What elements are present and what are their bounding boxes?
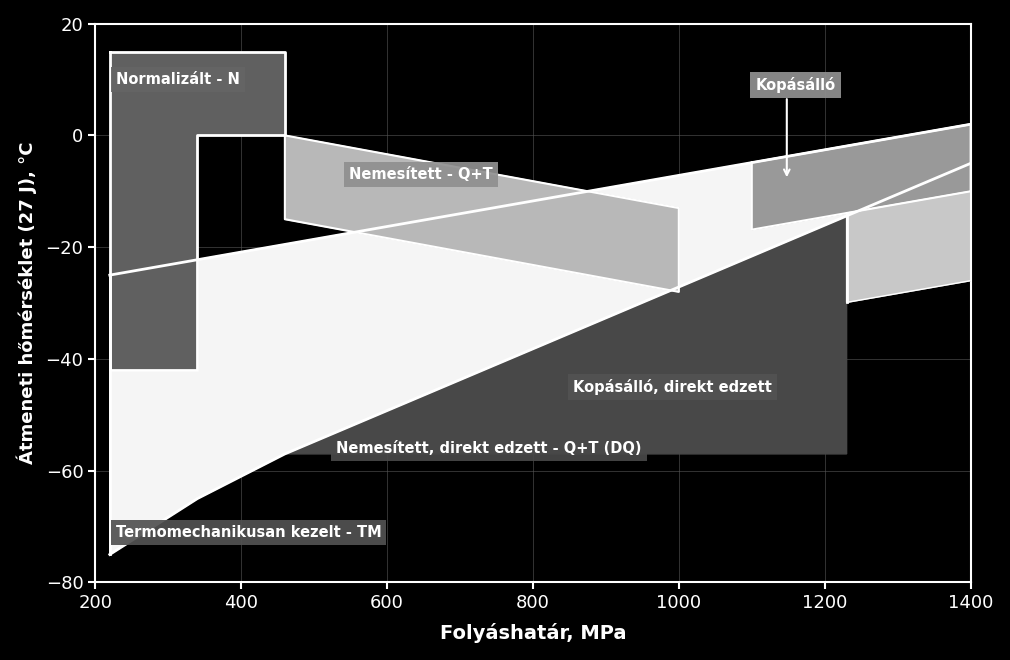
Polygon shape <box>285 135 679 292</box>
Polygon shape <box>110 51 285 370</box>
Text: Kopásálló, direkt edzett: Kopásálló, direkt edzett <box>573 379 772 395</box>
Text: Kopásálló: Kopásálló <box>755 77 835 93</box>
Text: Normalizált - N: Normalizált - N <box>115 72 239 87</box>
Y-axis label: Átmeneti hőmérséklet (27 J), °C: Átmeneti hőmérséklet (27 J), °C <box>17 142 37 464</box>
Text: Nemesített, direkt edzett - Q+T (DQ): Nemesített, direkt edzett - Q+T (DQ) <box>336 441 641 456</box>
Polygon shape <box>751 124 971 230</box>
Polygon shape <box>285 216 846 454</box>
X-axis label: Folyáshatár, MPa: Folyáshatár, MPa <box>439 623 626 644</box>
Text: Termomechanikusan kezelt - TM: Termomechanikusan kezelt - TM <box>115 525 382 540</box>
Text: Nemesített - Q+T: Nemesített - Q+T <box>349 167 493 182</box>
Polygon shape <box>846 191 971 302</box>
Polygon shape <box>110 124 971 554</box>
